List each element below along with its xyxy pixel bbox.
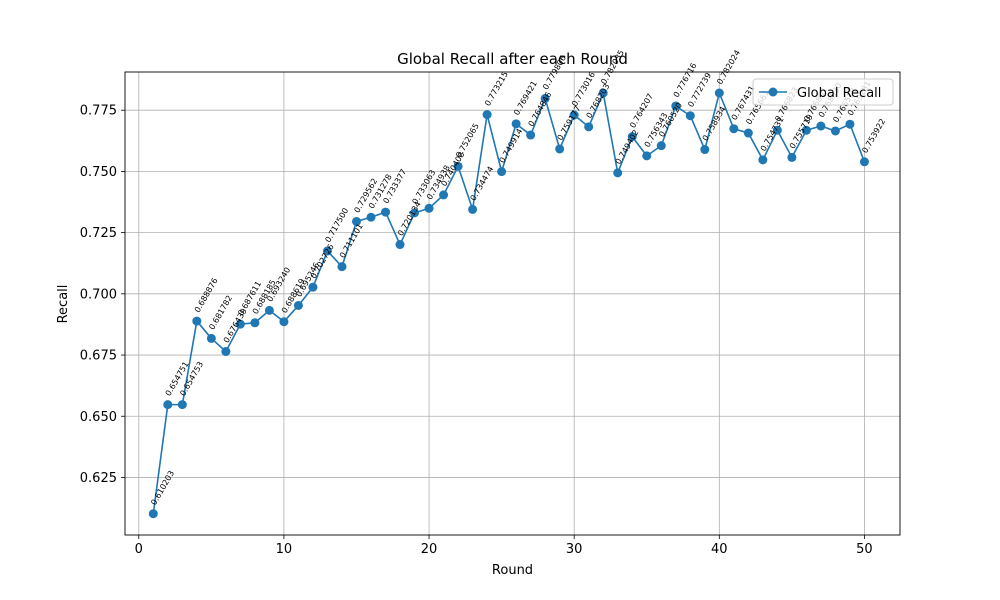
data-point-marker [642,151,652,161]
x-tick-label: 20 [421,542,438,557]
data-point-marker [497,167,507,177]
legend: Global Recall [752,78,894,106]
data-point-marker [264,305,274,315]
data-point-marker [584,122,594,132]
grid [125,72,900,535]
legend-box [752,78,894,106]
x-tick-label: 30 [566,542,583,557]
y-tick-label: 0.725 [80,226,117,241]
y-tick-label: 0.700 [80,287,117,302]
data-point-marker [235,319,245,329]
data-point-marker [424,203,434,213]
data-point-marker [526,130,536,140]
data-point-marker [816,121,826,131]
data-point-marker [801,125,811,135]
data-point-marker [685,111,695,121]
data-point-marker [293,300,303,310]
data-point-marker [555,144,565,154]
data-point-marker [206,333,216,343]
data-point-marker [700,145,710,155]
data-point-marker [148,509,158,519]
y-tick-label: 0.750 [80,165,117,180]
y-tick-label: 0.650 [80,410,117,425]
legend-marker-swatch [768,87,778,97]
data-point-marker [453,161,463,171]
data-point-marker [845,119,855,129]
data-point-marker [279,317,289,327]
x-axis-title: Round [492,563,533,578]
data-point-marker [395,240,405,250]
data-point-marker [714,88,724,98]
x-tick-label: 40 [711,542,728,557]
data-point-marker [439,190,449,200]
data-point-marker [859,157,869,167]
data-point-marker [540,93,550,103]
data-point-marker [511,119,521,129]
data-point-marker [366,212,376,222]
data-point-marker [163,400,173,410]
data-point-marker [772,125,782,135]
data-point-marker [192,316,202,326]
data-point-marker [337,262,347,272]
x-tick-label: 0 [135,542,143,557]
data-point-marker [221,347,231,357]
data-point-marker [830,126,840,136]
x-tick-label: 50 [856,542,873,557]
data-point-marker [351,216,361,226]
data-point-marker [758,155,768,165]
data-point-marker [468,204,478,214]
data-point-marker [743,128,753,138]
data-point-marker [569,110,579,120]
data-point-marker [482,110,492,120]
data-point-marker [671,101,681,111]
data-point-marker [598,88,608,98]
data-point-marker [787,152,797,162]
y-tick-label: 0.675 [80,349,117,364]
y-tick-label: 0.775 [80,104,117,119]
data-point-marker [322,246,332,256]
data-point-marker [250,318,260,328]
chart-title: Global Recall after each Round [397,50,628,68]
data-point-marker [177,400,187,410]
plot-area-frame [124,71,901,536]
series-global-recall [148,88,869,519]
data-point-marker [381,207,391,217]
axes: 0 10 20 30 40 50 0.625 0.650 0.675 0.700 0.725 0.75… [80,104,873,557]
legend-entry-global-recall: Global Recall [797,86,881,101]
data-point-marker [613,168,623,178]
data-point-marker [308,282,318,292]
data-point-marker [410,208,420,218]
y-tick-label: 0.625 [80,471,117,486]
data-point-marker [627,132,637,142]
x-tick-label: 10 [276,542,293,557]
data-point-marker [656,141,666,151]
data-point-marker [729,124,739,134]
y-axis-title: Recall [56,285,71,324]
